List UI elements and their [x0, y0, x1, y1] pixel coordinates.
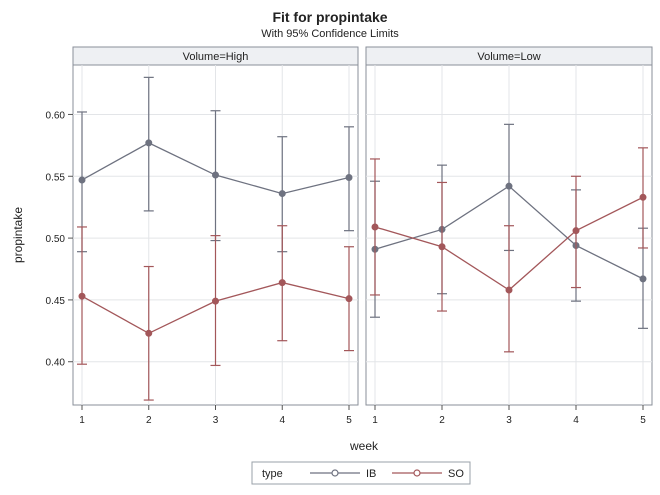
data-point [572, 227, 580, 235]
data-point [78, 176, 86, 184]
x-tick-label: 5 [640, 415, 646, 426]
legend-entry-so: SO [392, 468, 464, 480]
data-point [278, 190, 286, 198]
legend: type IB SO [251, 461, 471, 485]
data-point [212, 297, 219, 305]
legend-box [251, 461, 471, 485]
data-point [145, 139, 153, 147]
y-axis-label: propintake [11, 207, 25, 263]
panel-label: Volume=High [183, 51, 249, 63]
y-tick-label: 0.60 [46, 110, 66, 121]
y-tick-label: 0.50 [46, 234, 66, 245]
data-point [278, 279, 286, 287]
chart-title: Fit for propintake [272, 9, 387, 25]
series-so [370, 147, 648, 353]
data-point [505, 182, 513, 190]
chart-subtitle: With 95% Confidence Limits [261, 28, 399, 40]
x-tick-label: 2 [146, 415, 152, 426]
data-point [505, 286, 513, 294]
legend-label: IB [366, 468, 376, 480]
x-tick-label: 5 [346, 415, 352, 426]
x-tick-label: 4 [279, 415, 285, 426]
x-tick-label: 3 [506, 415, 512, 426]
data-point [345, 295, 353, 303]
data-point [145, 329, 153, 337]
legend-marker [413, 469, 421, 477]
y-tick-label: 0.55 [46, 172, 66, 183]
x-tick-label: 1 [79, 415, 85, 426]
y-tick-label: 0.40 [46, 358, 66, 369]
legend-entry-ib: IB [310, 468, 376, 480]
series-so [77, 225, 354, 401]
panel-label: Volume=Low [477, 51, 540, 63]
x-tick-label: 3 [213, 415, 219, 426]
data-point [212, 171, 219, 179]
legend-label: SO [448, 468, 464, 480]
data-point [639, 193, 647, 201]
data-point [639, 275, 647, 283]
data-point [345, 174, 353, 182]
x-tick-label: 2 [439, 415, 445, 426]
panel-2: Volume=Low 1 2 3 4 5 [365, 46, 653, 426]
legend-marker [331, 469, 339, 477]
x-tick-label: 1 [372, 415, 378, 426]
legend-title: type [262, 468, 283, 480]
data-point [78, 292, 86, 300]
data-point [438, 243, 446, 251]
panel-1: Volume=High 1 2 3 4 5 0.40 0.45 0.50 0.55 0.60 [46, 46, 359, 426]
x-tick-label: 4 [573, 415, 579, 426]
data-point [371, 223, 379, 231]
x-axis-label: week [349, 439, 379, 453]
y-tick-label: 0.45 [46, 296, 66, 307]
